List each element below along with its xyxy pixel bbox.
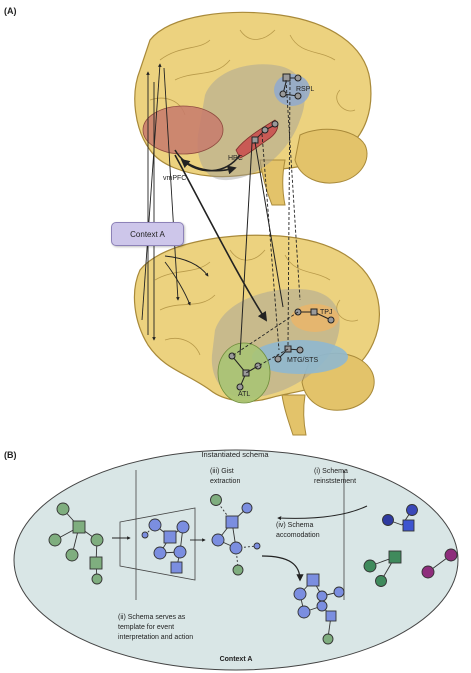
template-blue-graph: [141, 518, 190, 574]
top-gyri: [149, 29, 356, 116]
rspl-label: RSPL: [296, 86, 314, 93]
context-a-footer: Context A: [220, 656, 253, 663]
reinstatement-nodes: [382, 504, 418, 532]
template-label-1: (ii) Schema serves as: [118, 614, 186, 621]
panel-b-label: (B): [4, 450, 17, 460]
vmpfc-label: vmPFC: [163, 175, 186, 182]
panel-a-connections: [141, 63, 301, 374]
gist-label-1: (iii) Gist: [210, 468, 234, 475]
bottom-brainstem: [281, 394, 307, 436]
gist-graph: [210, 494, 261, 576]
atl-label: ATL: [238, 391, 250, 398]
accommodation-label-2: accomodation: [276, 532, 320, 539]
top-brainstem: [259, 159, 286, 206]
context-ellipse: [13, 449, 459, 671]
instantiated-schema-title: Instantiated schema: [201, 450, 269, 459]
green-schema-graph: [48, 502, 104, 585]
context-a-box: Context A: [111, 222, 184, 246]
bottom-brain: TPJ MTG/STS ATL: [133, 234, 380, 436]
hpc-label: HPC: [228, 155, 243, 162]
accommodation-arrow: [261, 555, 304, 582]
mtg-sts-label: MTG/STS: [287, 357, 318, 364]
vmpfc-region: [142, 105, 224, 155]
green-node-cluster: [363, 550, 402, 587]
purple-node-cluster: [421, 548, 458, 579]
reinstatement-label-2: reinststement: [314, 478, 356, 485]
mtg-sts-region: [252, 340, 348, 374]
accommodation-label-1: (iv) Schema: [276, 522, 313, 529]
top-brain: RSPL HPC vmPFC: [134, 11, 372, 206]
panel-a-label: (A): [4, 6, 17, 16]
template-frame: [119, 507, 196, 581]
template-label-3: interpretation and action: [118, 634, 193, 641]
gist-label-2: extraction: [210, 478, 240, 485]
template-label-2: template for event: [118, 624, 174, 631]
reinstatement-label-1: (i) Schema: [314, 468, 348, 475]
rspl-region: [274, 74, 310, 106]
tpj-label: TPJ: [320, 309, 332, 316]
accommodation-graph: [293, 573, 345, 645]
reinstatement-arrow: [277, 505, 368, 521]
panel-b: Instantiated schema: [13, 449, 459, 671]
top-cerebellum: [294, 128, 368, 184]
tpj-region: [291, 304, 339, 332]
